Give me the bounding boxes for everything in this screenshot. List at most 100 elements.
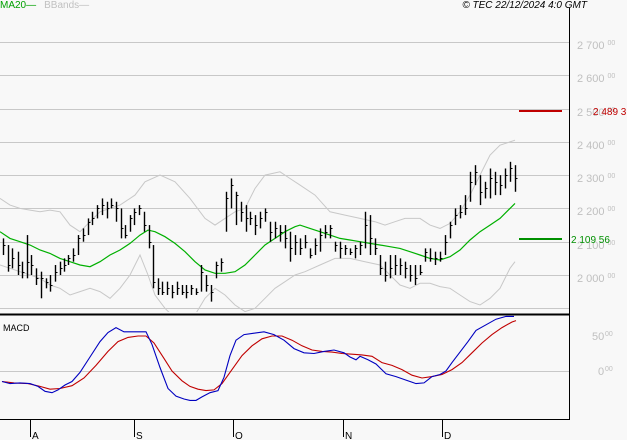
- ohlc-bar: [404, 261, 408, 279]
- legend-ma20[interactable]: MA20—: [0, 0, 37, 11]
- price-label-decimals: 00: [608, 240, 616, 247]
- ohlc-bar: [364, 211, 368, 249]
- ma20-polyline: [0, 202, 516, 274]
- ohlc-bar: [259, 211, 263, 229]
- ohlc-bar: [245, 205, 249, 232]
- ohlc-bar: [17, 251, 21, 275]
- ohlc-bar: [409, 265, 413, 282]
- support-resistance-levels: [519, 110, 562, 240]
- ohlc-bar: [279, 225, 283, 242]
- price-label-decimals: 00: [608, 40, 616, 47]
- ohlc-bar: [414, 265, 418, 285]
- price-label: 2 100: [577, 240, 605, 252]
- ohlc-bar: [469, 171, 473, 202]
- ohlc-bar: [354, 245, 358, 259]
- ohlc-bar: [176, 281, 180, 295]
- ohlc-bar: [63, 258, 67, 272]
- ohlc-bar: [434, 251, 438, 266]
- legend-bbands[interactable]: BBands—: [44, 0, 90, 11]
- ohlc-bar: [59, 261, 63, 275]
- ohlc-bar: [195, 288, 199, 295]
- ohlc-bar: [439, 251, 443, 262]
- macd-line: [1, 315, 514, 401]
- ohlc-bar: [67, 255, 71, 266]
- month-label-s: S: [136, 431, 143, 440]
- ohlc-bar: [464, 195, 468, 216]
- macd-label-decimals: 00: [605, 331, 613, 338]
- ohlc-bar: [424, 248, 428, 262]
- ohlc-bar: [374, 238, 378, 256]
- ohlc-bar: [72, 248, 76, 262]
- ohlc-bar: [344, 245, 348, 256]
- indicator-legend: MA20— BBands—: [0, 0, 89, 12]
- copyright-timestamp: © TEC 22/12/2024 4:0 GMT: [462, 0, 587, 11]
- ohlc-bar: [205, 275, 209, 292]
- ohlc-bar: [120, 208, 124, 239]
- month-label-n: N: [345, 431, 352, 440]
- ohlc-bar: [274, 221, 278, 239]
- ohlc-bar: [309, 248, 313, 259]
- ohlc-bar: [152, 245, 156, 289]
- ohlc-bar: [230, 178, 234, 209]
- ohlc-bar: [324, 225, 328, 239]
- ohlc-bar: [133, 208, 137, 226]
- bb-lower-line: [0, 253, 516, 312]
- ohlc-bar: [449, 221, 453, 239]
- ohlc-bar: [26, 235, 30, 279]
- macd-label: 0: [598, 366, 604, 378]
- ohlc-bar: [384, 261, 388, 282]
- ohlc-bar: [101, 198, 105, 216]
- ohlc-bar: [40, 271, 44, 299]
- bb-upper-line: [0, 139, 516, 233]
- month-label-a: A: [32, 431, 39, 440]
- ohlc-bar: [30, 255, 34, 275]
- ohlc-bar: [369, 215, 373, 256]
- ohlc-bar: [82, 228, 86, 242]
- ohlc-bar: [185, 284, 189, 299]
- ohlc-bar: [289, 231, 293, 262]
- ohlc-bar: [45, 278, 49, 289]
- ohlc-bar: [329, 225, 333, 239]
- ohlc-bar: [49, 275, 53, 292]
- ohlc-bar: [235, 191, 239, 226]
- ohlc-bar: [115, 201, 119, 222]
- ohlc-bar: [143, 211, 147, 232]
- ohlc-bar: [314, 238, 318, 256]
- price-label-decimals: 00: [608, 206, 616, 213]
- price-label: 2 000: [577, 273, 605, 285]
- ohlc-bar: [499, 175, 503, 196]
- ohlc-bar: [504, 168, 508, 189]
- ohlc-bar: [304, 235, 308, 249]
- ohlc-bar: [110, 198, 114, 209]
- ohlc-bar: [2, 238, 6, 256]
- ohlc-bar: [394, 255, 398, 275]
- ohlc-bar: [138, 205, 142, 216]
- price-label: 2 200: [577, 206, 605, 218]
- ohlc-bar: [319, 228, 323, 252]
- price-label-decimals: 00: [608, 273, 616, 280]
- ohlc-bar: [269, 221, 273, 242]
- ohlc-bar: [509, 161, 513, 182]
- signal-line: [1, 320, 517, 392]
- ohlc-bar: [389, 255, 393, 279]
- ohlc-bar: [294, 235, 298, 256]
- ma20-line: [0, 202, 516, 274]
- ohlc-bar: [166, 281, 170, 295]
- ohlc-bar: [77, 235, 81, 256]
- ohlc-bar: [359, 241, 363, 256]
- ohlc-bar: [129, 215, 133, 232]
- ohlc-bar: [181, 284, 185, 295]
- ohlc-bar: [399, 258, 403, 275]
- ohlc-bar: [106, 201, 110, 219]
- macd-label: 50: [592, 331, 604, 343]
- ohlc-bar: [87, 218, 91, 236]
- ohlc-bar: [225, 191, 229, 232]
- ohlc-bar: [489, 168, 493, 199]
- price-axis-labels: 2 700 002 600 002 500 002 400 002 300 002 200…: [571, 40, 627, 285]
- ohlc-bar: [479, 175, 483, 206]
- ohlc-bar: [419, 265, 423, 275]
- ohlc-bar: [190, 284, 194, 295]
- month-label-o: O: [235, 431, 243, 440]
